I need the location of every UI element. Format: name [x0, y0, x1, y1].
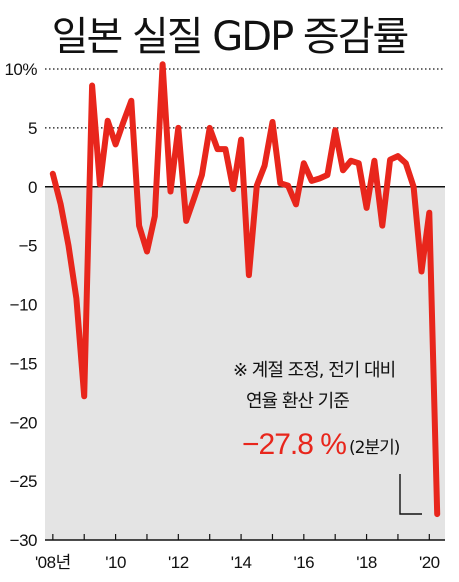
data-point — [98, 182, 102, 186]
data-point — [106, 119, 110, 123]
y-tick-label: −20 — [10, 413, 37, 432]
y-tick-label: 0 — [28, 178, 37, 197]
data-point — [419, 270, 423, 274]
data-point — [333, 128, 337, 132]
y-tick-label: −25 — [10, 472, 37, 491]
data-point — [365, 206, 369, 210]
chart-title: 일본 실질 GDP 증감률 — [51, 14, 410, 60]
x-tick-label: '12 — [168, 553, 189, 572]
data-point — [270, 120, 274, 124]
data-point — [137, 224, 141, 228]
note-line-1: ※ 계절 조정, 전기 대비 — [233, 360, 395, 381]
data-point — [114, 142, 118, 146]
data-point — [404, 161, 408, 165]
data-point — [176, 126, 180, 130]
data-point — [318, 177, 322, 181]
x-axis: '08년 '10 '12 '14 '16 '18 '20 — [35, 534, 445, 572]
y-tick-label: 5 — [28, 119, 37, 138]
data-point — [435, 512, 439, 516]
data-point — [82, 394, 86, 398]
data-point — [184, 219, 188, 223]
y-tick-label: −10 — [10, 296, 37, 315]
x-tick-label: '08년 — [35, 553, 71, 572]
data-point — [223, 147, 227, 151]
x-tick-label: '20 — [419, 553, 440, 572]
x-tick-label: '10 — [105, 553, 126, 572]
data-point — [341, 168, 345, 172]
data-point — [310, 179, 314, 183]
data-point — [263, 164, 267, 168]
data-point — [239, 138, 243, 142]
highlight-period: (2분기) — [349, 438, 400, 458]
y-axis-ticks: 10% 5 0 −5 −10 −15 −20 −25 −30 — [4, 60, 37, 550]
y-tick-label: −30 — [10, 531, 37, 550]
x-tick-label: '18 — [356, 553, 377, 572]
data-point — [427, 211, 431, 215]
series-line — [49, 61, 441, 518]
series-layer — [49, 61, 441, 518]
data-point — [231, 187, 235, 191]
data-point — [153, 214, 157, 218]
data-point — [200, 173, 204, 177]
note-line-2: 연율 환산 기준 — [246, 391, 349, 412]
data-point — [247, 273, 251, 277]
callout-leader-line — [399, 474, 422, 515]
data-point — [208, 126, 212, 130]
y-tick-label: −5 — [19, 237, 37, 256]
data-point — [294, 202, 298, 206]
data-point — [325, 173, 329, 177]
data-point — [412, 185, 416, 189]
data-point — [161, 62, 165, 66]
data-point — [372, 159, 376, 163]
y-tick-label: 10% — [4, 60, 37, 79]
data-point — [302, 161, 306, 165]
annotations: ※ 계절 조정, 전기 대비 연율 환산 기준 −27.8 % (2분기) — [233, 360, 422, 515]
data-point — [255, 184, 259, 188]
data-point — [278, 181, 282, 185]
highlight-value: −27.8 % — [242, 428, 346, 461]
data-point — [51, 172, 55, 176]
data-point — [67, 244, 71, 248]
data-point — [74, 297, 78, 301]
x-tick-label: '16 — [293, 553, 314, 572]
x-tick-label: '14 — [231, 553, 252, 572]
data-point — [286, 184, 290, 188]
data-point — [129, 99, 133, 103]
data-point — [121, 120, 125, 124]
data-point — [357, 161, 361, 165]
data-point — [396, 154, 400, 158]
data-point — [90, 83, 94, 87]
y-tick-label: −15 — [10, 354, 37, 373]
data-point — [192, 197, 196, 201]
data-point — [145, 250, 149, 254]
data-point — [349, 159, 353, 163]
data-point — [388, 158, 392, 162]
data-point — [380, 224, 384, 228]
data-point — [216, 147, 220, 151]
data-point — [168, 189, 172, 193]
data-point — [59, 202, 63, 206]
